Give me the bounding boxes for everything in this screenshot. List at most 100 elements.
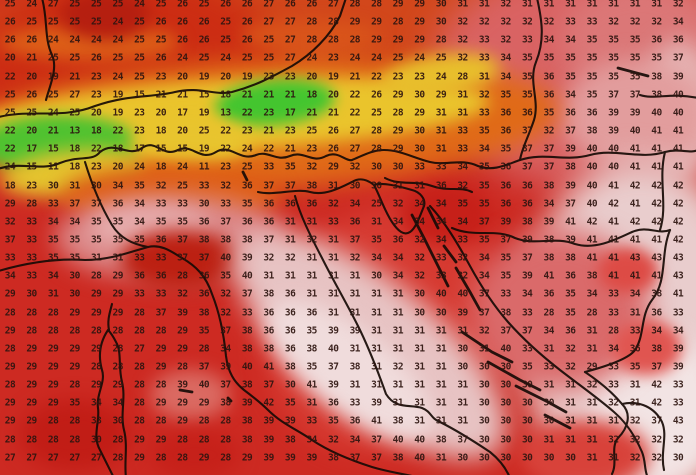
temp-value: 38	[521, 216, 533, 228]
temp-value: 23	[90, 89, 102, 101]
temp-value: 42	[672, 180, 684, 191]
temp-value: 28	[4, 379, 16, 391]
temp-value: 42	[629, 216, 641, 228]
coast-italy-east	[293, 194, 510, 475]
temp-value: 30	[435, 16, 447, 28]
temp-value: 31	[457, 397, 468, 409]
temp-value: 34	[672, 325, 684, 337]
temp-value: 42	[263, 397, 274, 409]
temp-value: 35	[608, 71, 619, 83]
temp-value: 35	[328, 415, 339, 427]
temp-value: 36	[263, 307, 274, 319]
temp-value: 23	[220, 161, 231, 173]
temp-value: 35	[47, 252, 59, 264]
temp-value: 34	[543, 198, 555, 210]
temp-value: 31	[478, 0, 490, 10]
temp-value: 42	[608, 198, 619, 210]
temp-value: 40	[414, 434, 425, 446]
temp-value: 39	[241, 252, 253, 264]
temp-value: 22	[349, 89, 361, 101]
temp-value: 29	[90, 343, 102, 355]
temp-value: 40	[629, 125, 641, 137]
border-serbia-west	[658, 150, 667, 232]
temp-value: 26	[241, 16, 253, 28]
temp-value: 33	[672, 379, 684, 391]
temp-value: 30	[478, 397, 490, 409]
temp-value: 20	[177, 125, 188, 137]
temp-value: 35	[500, 143, 511, 155]
temp-value: 29	[198, 452, 210, 464]
temp-value: 25	[198, 52, 210, 64]
temp-value: 17	[177, 107, 188, 119]
temp-value: 27	[47, 452, 59, 464]
border-france-vertical	[41, 0, 56, 102]
temp-value: 29	[4, 397, 16, 409]
temp-value: 18	[69, 143, 80, 155]
temp-value: 24	[26, 0, 37, 10]
temp-value: 23	[263, 71, 274, 83]
temp-value: 31	[629, 307, 641, 319]
temp-value: 29	[155, 361, 167, 373]
temp-value: 33	[435, 270, 447, 282]
temp-value: 28	[112, 434, 124, 446]
temp-value: 33	[435, 161, 447, 173]
temp-value: 33	[521, 307, 533, 319]
temp-value: 30	[543, 415, 555, 427]
temp-value: 30	[521, 415, 533, 427]
temp-value: 35	[306, 325, 317, 337]
temp-value: 31	[629, 379, 641, 391]
temp-value: 29	[47, 343, 59, 355]
temp-value: 32	[306, 234, 317, 246]
temp-value: 29	[414, 0, 425, 10]
temp-value: 31	[328, 180, 339, 191]
temp-value: 38	[435, 434, 447, 446]
temp-value: 30	[478, 452, 490, 464]
temp-value: 31	[306, 397, 317, 409]
temp-value: 25	[198, 0, 210, 10]
temp-value: 29	[26, 379, 37, 391]
temp-value: 39	[500, 216, 511, 228]
temp-value: 29	[392, 143, 404, 155]
temp-value: 31	[478, 71, 490, 83]
temp-value: 33	[328, 216, 339, 228]
temp-value: 37	[371, 452, 382, 464]
temp-value: 31	[543, 379, 555, 391]
temp-value: 39	[629, 107, 641, 119]
temp-value: 36	[349, 415, 361, 427]
temp-value: 25	[198, 125, 210, 137]
temp-value: 17	[134, 143, 145, 155]
temp-value: 34	[478, 252, 490, 264]
temp-value: 26	[177, 34, 188, 46]
temp-value: 21	[349, 71, 361, 83]
temp-value: 38	[241, 415, 253, 427]
temp-value: 15	[177, 143, 188, 155]
temp-value: 38	[306, 343, 317, 355]
temp-value: 32	[328, 198, 339, 210]
temp-value: 36	[521, 107, 533, 119]
temp-value: 33	[177, 198, 188, 210]
temp-value: 40	[608, 143, 619, 155]
temp-value: 35	[629, 52, 641, 64]
island-giglio	[226, 396, 233, 403]
temp-value: 25	[435, 52, 447, 64]
temp-value: 22	[349, 107, 361, 119]
temp-value: 41	[651, 270, 662, 282]
temp-value: 28	[134, 307, 145, 319]
temp-value: 28	[155, 415, 167, 427]
temp-value: 39	[177, 307, 188, 319]
temp-value: 41	[629, 234, 641, 246]
temp-value: 37	[521, 143, 533, 155]
temp-value: 30	[371, 180, 382, 191]
temp-value: 39	[672, 343, 684, 355]
temp-value: 21	[306, 107, 317, 119]
temp-value: 34	[90, 397, 102, 409]
temp-value: 36	[198, 216, 210, 228]
temp-value: 21	[69, 71, 80, 83]
temp-value: 26	[328, 143, 339, 155]
temp-value: 23	[284, 125, 296, 137]
temp-value: 36	[543, 71, 555, 83]
temp-value: 37	[521, 125, 533, 137]
temp-value: 31	[69, 180, 80, 191]
temp-value: 38	[651, 89, 662, 101]
temp-value: 30	[414, 89, 425, 101]
